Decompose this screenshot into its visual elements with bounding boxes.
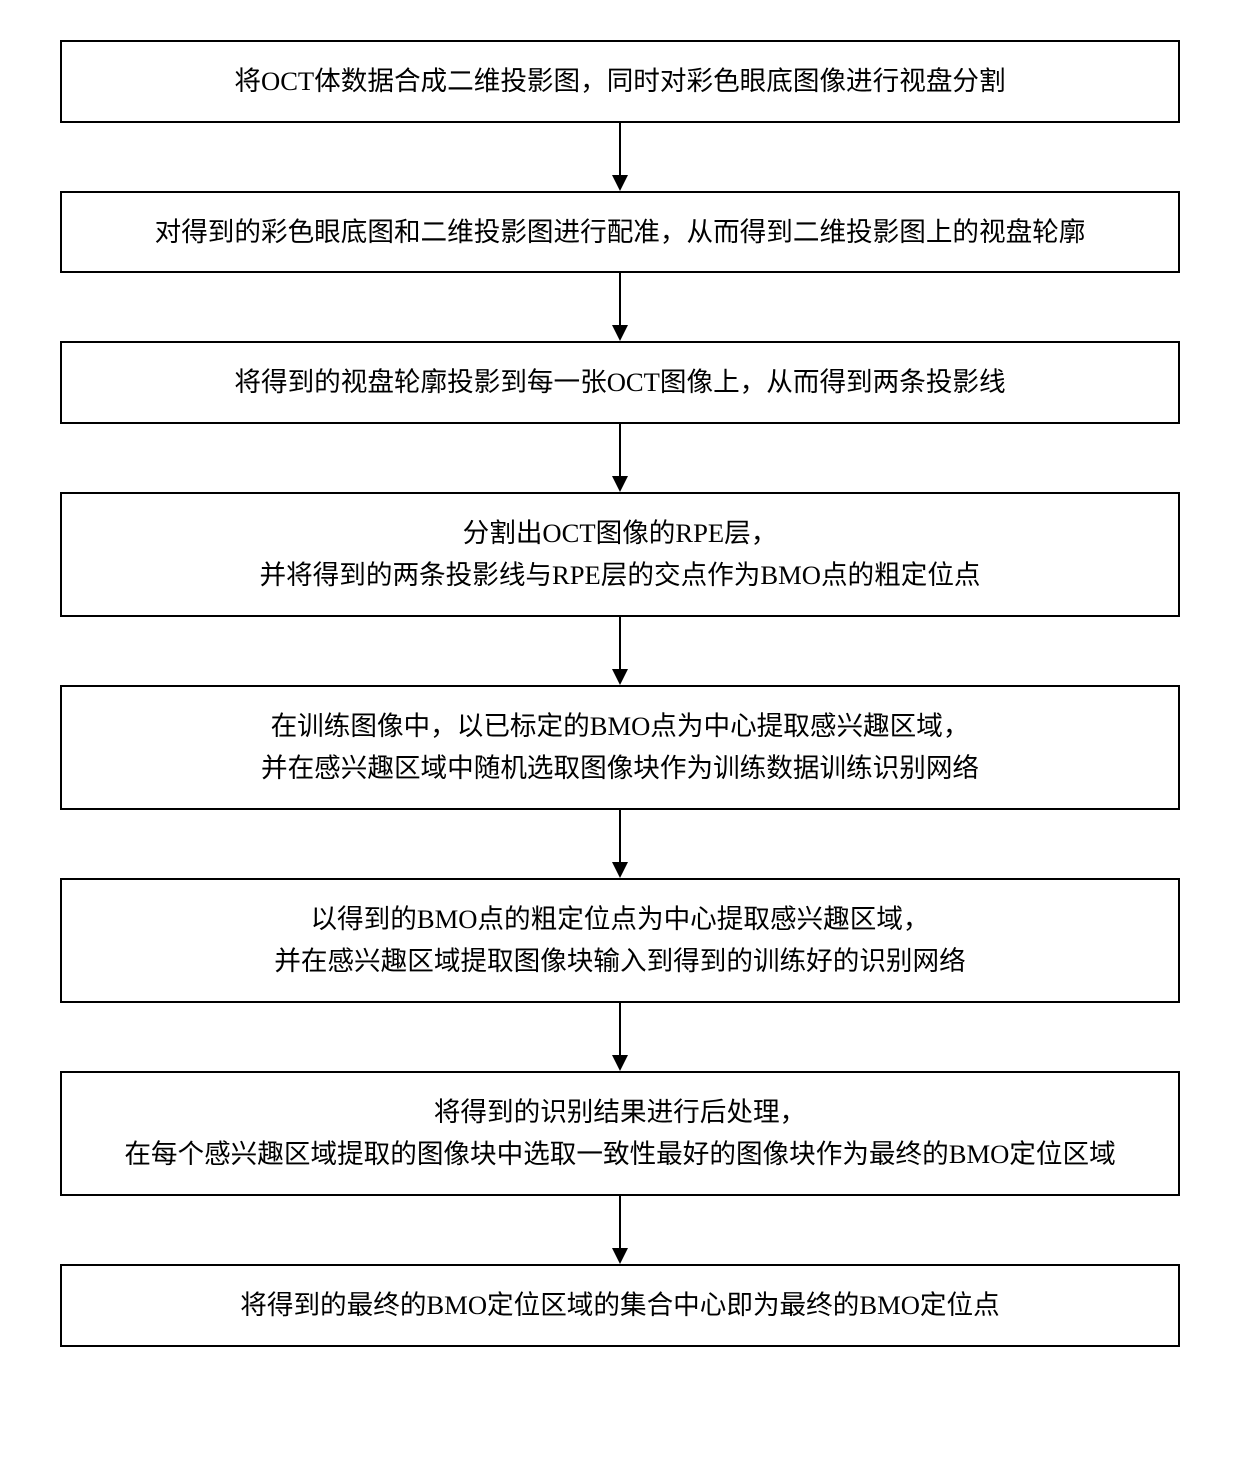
flow-step-2: 对得到的彩色眼底图和二维投影图进行配准，从而得到二维投影图上的视盘轮廓 <box>60 191 1180 274</box>
flow-arrow <box>60 810 1180 878</box>
arrow-down-icon <box>605 810 635 878</box>
flow-step-1: 将OCT体数据合成二维投影图，同时对彩色眼底图像进行视盘分割 <box>60 40 1180 123</box>
flow-step-8: 将得到的最终的BMO定位区域的集合中心即为最终的BMO定位点 <box>60 1264 1180 1347</box>
step-text-line: 将得到的最终的BMO定位区域的集合中心即为最终的BMO定位点 <box>86 1284 1154 1327</box>
step-text-line: 并将得到的两条投影线与RPE层的交点作为BMO点的粗定位点 <box>86 554 1154 597</box>
flow-step-4: 分割出OCT图像的RPE层， 并将得到的两条投影线与RPE层的交点作为BMO点的… <box>60 492 1180 617</box>
flow-step-7: 将得到的识别结果进行后处理， 在每个感兴趣区域提取的图像块中选取一致性最好的图像… <box>60 1071 1180 1196</box>
arrow-down-icon <box>605 424 635 492</box>
step-text-line: 对得到的彩色眼底图和二维投影图进行配准，从而得到二维投影图上的视盘轮廓 <box>86 211 1154 254</box>
step-text-line: 分割出OCT图像的RPE层， <box>86 512 1154 555</box>
step-text-line: 并在感兴趣区域提取图像块输入到得到的训练好的识别网络 <box>86 940 1154 983</box>
flow-step-5: 在训练图像中，以已标定的BMO点为中心提取感兴趣区域， 并在感兴趣区域中随机选取… <box>60 685 1180 810</box>
flow-step-3: 将得到的视盘轮廓投影到每一张OCT图像上，从而得到两条投影线 <box>60 341 1180 424</box>
flow-arrow <box>60 123 1180 191</box>
flow-arrow <box>60 617 1180 685</box>
arrow-down-icon <box>605 1003 635 1071</box>
step-text-line: 并在感兴趣区域中随机选取图像块作为训练数据训练识别网络 <box>86 747 1154 790</box>
step-text-line: 在每个感兴趣区域提取的图像块中选取一致性最好的图像块作为最终的BMO定位区域 <box>86 1133 1154 1176</box>
step-text-line: 将OCT体数据合成二维投影图，同时对彩色眼底图像进行视盘分割 <box>86 60 1154 103</box>
flow-arrow <box>60 424 1180 492</box>
arrow-down-icon <box>605 123 635 191</box>
step-text-line: 以得到的BMO点的粗定位点为中心提取感兴趣区域， <box>86 898 1154 941</box>
flowchart-container: 将OCT体数据合成二维投影图，同时对彩色眼底图像进行视盘分割 对得到的彩色眼底图… <box>60 40 1180 1347</box>
flow-step-6: 以得到的BMO点的粗定位点为中心提取感兴趣区域， 并在感兴趣区域提取图像块输入到… <box>60 878 1180 1003</box>
flow-arrow <box>60 1003 1180 1071</box>
arrow-down-icon <box>605 617 635 685</box>
flow-arrow <box>60 1196 1180 1264</box>
flow-arrow <box>60 273 1180 341</box>
step-text-line: 在训练图像中，以已标定的BMO点为中心提取感兴趣区域， <box>86 705 1154 748</box>
step-text-line: 将得到的视盘轮廓投影到每一张OCT图像上，从而得到两条投影线 <box>86 361 1154 404</box>
step-text-line: 将得到的识别结果进行后处理， <box>86 1091 1154 1134</box>
arrow-down-icon <box>605 273 635 341</box>
arrow-down-icon <box>605 1196 635 1264</box>
